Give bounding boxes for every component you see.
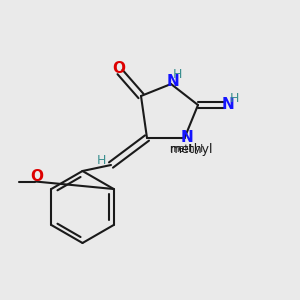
Text: H: H	[230, 92, 240, 105]
Text: N: N	[167, 74, 180, 89]
Text: methyl: methyl	[170, 143, 214, 156]
Text: N: N	[181, 130, 193, 145]
Text: methyl: methyl	[169, 143, 203, 154]
Text: H: H	[173, 68, 182, 82]
Text: O: O	[112, 61, 125, 76]
Text: O: O	[30, 169, 43, 184]
Text: N: N	[222, 97, 234, 112]
Text: H: H	[97, 154, 106, 167]
